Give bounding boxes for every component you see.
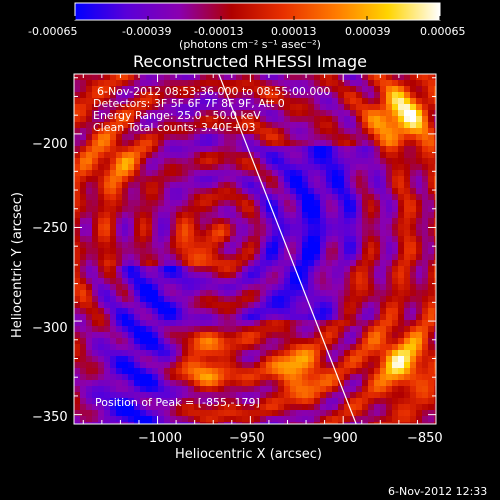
cbar-tick-label: 0.00065 (420, 25, 466, 38)
colorbar-units-label: (photons cm⁻² s⁻¹ asec⁻²) (179, 38, 321, 51)
y-axis-label: Heliocentric Y (arcsec) (10, 192, 25, 338)
cbar-tick-label: -0.00065 (28, 25, 78, 38)
y-tick-label: −200 (32, 137, 68, 152)
x-axis-label: Heliocentric X (arcsec) (175, 447, 322, 462)
colorbar-ticks (74, 16, 441, 20)
x-tick-label: −850 (407, 431, 443, 446)
annotation-detectors: Detectors: 3F 5F 6F 7F 8F 9F, Att 0 (93, 97, 285, 110)
chart-title: Reconstructed RHESSI Image (133, 52, 367, 71)
x-tick-label: −900 (322, 431, 358, 446)
cbar-tick-label: 0.00039 (345, 25, 391, 38)
y-tick-label: −250 (32, 221, 68, 236)
solar-limb-line (218, 74, 357, 424)
y-tick-label: −300 (32, 321, 68, 336)
annotation-time-range: 6-Nov-2012 08:53:36.000 to 08:55:00.000 (97, 85, 331, 98)
colorbar (74, 2, 441, 21)
axis-ticks (74, 74, 437, 424)
annotation-energy-range: Energy Range: 25.0 - 50.0 keV (93, 109, 261, 122)
plot-frame (73, 73, 437, 425)
annotation-clean-counts: Clean Total counts: 3.40E+03 (93, 121, 256, 134)
cbar-tick-label: 0.00013 (271, 25, 317, 38)
y-tick-label: −350 (32, 410, 68, 425)
footer-timestamp: 6-Nov-2012 12:33 (388, 485, 488, 498)
cbar-tick-label: -0.00013 (194, 25, 244, 38)
x-tick-label: −1000 (138, 431, 182, 446)
annotation-peak-position: Position of Peak = [-855,-179] (95, 396, 260, 409)
cbar-tick-label: -0.00039 (122, 25, 172, 38)
x-tick-label: −950 (229, 431, 265, 446)
